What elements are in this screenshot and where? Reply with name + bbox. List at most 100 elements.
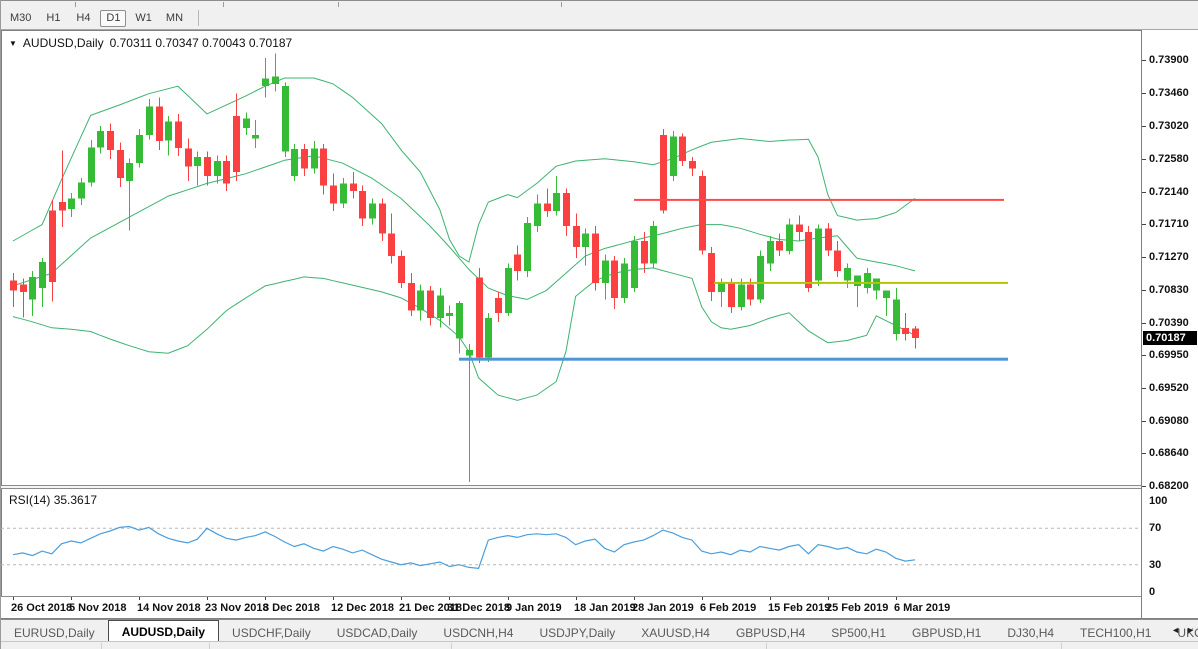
- bollinger-upper-band: [12, 77, 916, 263]
- date-tick-label: 26 Oct 2018: [11, 602, 73, 614]
- axis-border: [1141, 30, 1142, 618]
- date-tick: [576, 597, 577, 600]
- date-tick-label: 12 Dec 2018: [331, 602, 394, 614]
- date-tick: [265, 597, 266, 600]
- price-tick: [1142, 355, 1146, 357]
- symbol-tab-gbpusdh1[interactable]: GBPUSD,H1: [912, 625, 982, 640]
- symbol-tab-usdchfdaily[interactable]: USDCHF,Daily: [232, 625, 311, 640]
- timeframe-button-mn[interactable]: MN: [165, 12, 184, 24]
- symbol-tab-sp500h1[interactable]: SP500,H1: [831, 625, 886, 640]
- symbol-tab-ukoil[interactable]: UKOil,: [1177, 625, 1198, 640]
- price-tick: [1142, 125, 1146, 127]
- date-tick-label: 25 Feb 2019: [826, 602, 889, 614]
- date-tick: [896, 597, 897, 600]
- date-tick: [508, 597, 509, 600]
- price-chart[interactable]: [1, 31, 1141, 485]
- bollinger-lower-band: [12, 267, 916, 401]
- price-tick: [1142, 60, 1146, 61]
- status-separator: [1061, 643, 1062, 649]
- tab-scroll-buttons: ◄ ►: [1171, 625, 1195, 635]
- chart-bottom-border: [1, 618, 1198, 619]
- date-tick: [770, 597, 771, 600]
- toolbar-separator: [198, 10, 200, 26]
- hline-mid-support[interactable]: [714, 281, 1008, 284]
- date-tick: [71, 597, 72, 600]
- pane-splitter[interactable]: [1, 485, 1141, 489]
- date-tick: [702, 597, 703, 600]
- status-separator: [766, 643, 767, 649]
- price-axis[interactable]: 0.70187 0.73900 0.73460 0.73020 0.72580 0.72…: [1142, 30, 1198, 618]
- timeframe-button-w1[interactable]: W1: [135, 12, 152, 24]
- price-tick: [1142, 158, 1146, 160]
- timeframe-toolbar: M30 H1 H4 D1 W1 MN: [1, 7, 1198, 30]
- date-tick: [13, 597, 14, 600]
- price-tick-label: 0.73460: [1149, 86, 1189, 99]
- chart-symbol-label: AUDUSD,Daily: [22, 36, 104, 50]
- candles: [10, 53, 919, 482]
- symbol-tab-tech100h1[interactable]: TECH100,H1: [1080, 625, 1152, 640]
- status-separator: [101, 643, 102, 649]
- date-tick-label: 28 Jan 2019: [632, 602, 694, 614]
- price-tick: [1142, 191, 1146, 193]
- price-tick: [1142, 92, 1146, 94]
- chart-ohlc-values: 0.70311 0.70347 0.70043 0.70187: [109, 36, 293, 50]
- rsi-line: [12, 525, 916, 569]
- status-separator: [209, 643, 210, 649]
- scroll-right-icon[interactable]: ►: [1186, 625, 1195, 635]
- rsi-tick-label: 30: [1149, 558, 1162, 571]
- date-tick: [207, 597, 208, 600]
- timeframe-button-h1[interactable]: H1: [46, 12, 61, 24]
- symbol-tab-dj30h4[interactable]: DJ30,H4: [1007, 625, 1055, 640]
- date-tick-label: 21 Dec 2018: [399, 602, 462, 614]
- price-tick-label: 0.70830: [1149, 283, 1189, 296]
- strip-separator: [338, 2, 339, 7]
- symbol-tab-eurusddaily[interactable]: EURUSD,Daily: [14, 625, 95, 640]
- chevron-down-icon[interactable]: ▼: [9, 38, 17, 48]
- date-axis[interactable]: 26 Oct 2018 5 Nov 2018 14 Nov 2018 23 Nov 2…: [1, 597, 1141, 618]
- symbol-tab-gbpusdh4[interactable]: GBPUSD,H4: [735, 625, 806, 640]
- timeframe-button-m30[interactable]: M30: [10, 12, 32, 24]
- hline-support[interactable]: [459, 357, 1008, 361]
- date-tick-label: 6 Mar 2019: [894, 602, 951, 614]
- bollinger-bands: [12, 77, 916, 401]
- price-tick-label: 0.68640: [1149, 447, 1189, 460]
- chart-left-border: [1, 30, 2, 619]
- symbol-tab-usdcaddaily[interactable]: USDCAD,Daily: [336, 625, 418, 640]
- timeframe-button-d1[interactable]: D1: [100, 9, 127, 27]
- chart-window: ▼ AUDUSD,Daily 0.70311 0.70347 0.70043 0…: [1, 30, 1198, 619]
- date-tick-label: 18 Jan 2019: [574, 602, 636, 614]
- price-tick: [1142, 289, 1146, 291]
- strip-separator: [223, 2, 224, 7]
- rsi-indicator-pane[interactable]: [1, 489, 1141, 596]
- price-tick-label: 0.69080: [1149, 414, 1189, 427]
- date-tick-label: 5 Nov 2018: [69, 602, 127, 614]
- price-tick: [1142, 420, 1146, 422]
- status-bar: [1, 641, 1198, 649]
- price-tick-label: 0.68200: [1149, 480, 1189, 493]
- price-tick: [1142, 322, 1146, 324]
- price-tick-label: 0.72140: [1149, 185, 1189, 198]
- price-tick-label: 0.69520: [1149, 381, 1189, 394]
- date-tick: [449, 597, 450, 600]
- price-tick-label: 0.73900: [1149, 54, 1189, 66]
- price-tick-label: 0.72580: [1149, 152, 1189, 165]
- price-tick-label: 0.71270: [1149, 250, 1189, 263]
- price-tick-label: 0.73020: [1149, 119, 1189, 132]
- date-tick-label: 31 Dec 2018: [447, 602, 510, 614]
- date-tick-label: 14 Nov 2018: [137, 602, 201, 614]
- symbol-tab-audusddaily[interactable]: AUDUSD,Daily: [107, 620, 220, 641]
- date-tick: [333, 597, 334, 600]
- scroll-left-icon[interactable]: ◄: [1171, 625, 1181, 635]
- timeframe-button-h4[interactable]: H4: [76, 12, 91, 24]
- date-tick: [634, 597, 635, 600]
- strip-separator: [561, 2, 562, 7]
- rsi-tick-label: 70: [1149, 522, 1162, 535]
- price-tick-label: 0.70390: [1149, 316, 1189, 329]
- rsi-tick-label: 0: [1149, 586, 1156, 598]
- symbol-tab-usdcnhh4[interactable]: USDCNH,H4: [443, 625, 514, 640]
- symbol-tab-xauusdh4[interactable]: XAUUSD,H4: [641, 625, 710, 640]
- date-tick-label: 9 Jan 2019: [506, 602, 562, 614]
- symbol-tab-usdjpydaily[interactable]: USDJPY,Daily: [539, 625, 616, 640]
- hline-resistance[interactable]: [634, 198, 1004, 201]
